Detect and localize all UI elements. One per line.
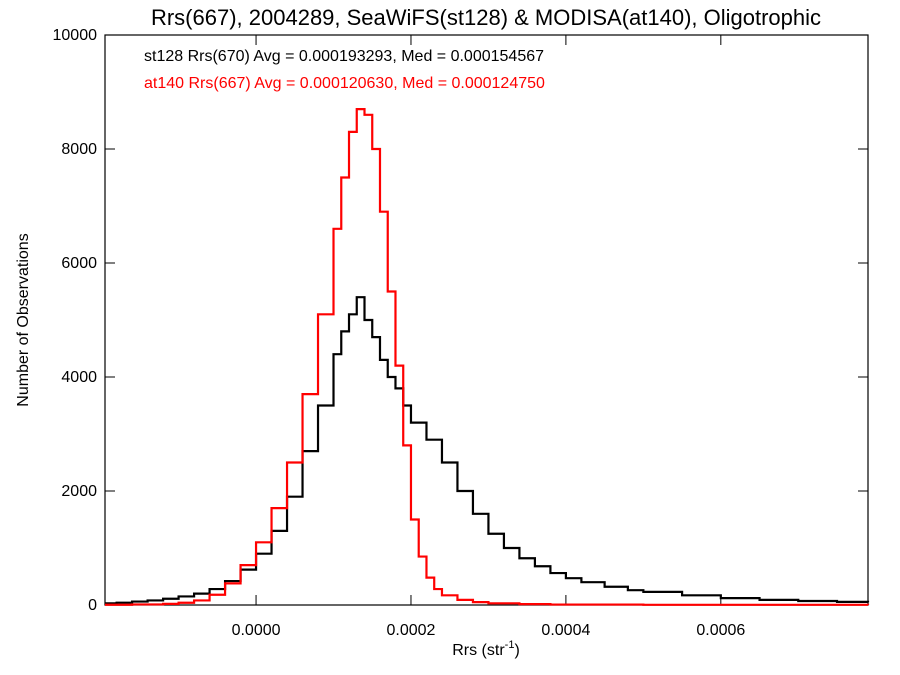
series-layer <box>105 108 870 606</box>
series-line-st128 <box>105 296 870 605</box>
x-tick-label: 0.0000 <box>232 622 281 639</box>
annotation-st128: st128 Rrs(670) Avg = 0.000193293, Med = … <box>144 48 544 65</box>
series-line-at140 <box>105 108 870 606</box>
x-axis-label: Rrs (str-1) <box>452 639 520 659</box>
y-tick-label: 2000 <box>61 483 97 500</box>
y-tick-label: 10000 <box>53 27 98 44</box>
x-tick-label: 0.0002 <box>387 622 436 639</box>
legend-annotations: st128 Rrs(670) Avg = 0.000193293, Med = … <box>144 48 545 92</box>
x-axis-label-close: ) <box>514 642 519 659</box>
y-tick-label: 8000 <box>61 141 97 158</box>
x-tick-label: 0.0004 <box>541 622 590 639</box>
x-tick-label: 0.0006 <box>696 622 745 639</box>
axes: 0.0000 0.0002 0.0004 0.0006 0 2000 4000 6000 800… <box>53 27 869 639</box>
plot-frame <box>104 34 869 606</box>
x-axis-label-superscript: -1 <box>505 639 515 651</box>
y-axis-label: Number of Observations <box>15 233 32 406</box>
chart-title: Rrs(667), 2004289, SeaWiFS(st128) & MODI… <box>151 5 821 30</box>
y-tick-label: 6000 <box>61 255 97 272</box>
y-tick-label: 0 <box>88 597 97 614</box>
y-tick-label: 4000 <box>61 369 97 386</box>
annotation-at140: at140 Rrs(667) Avg = 0.000120630, Med = … <box>144 75 545 92</box>
x-axis-label-main: Rrs (str <box>452 642 505 659</box>
